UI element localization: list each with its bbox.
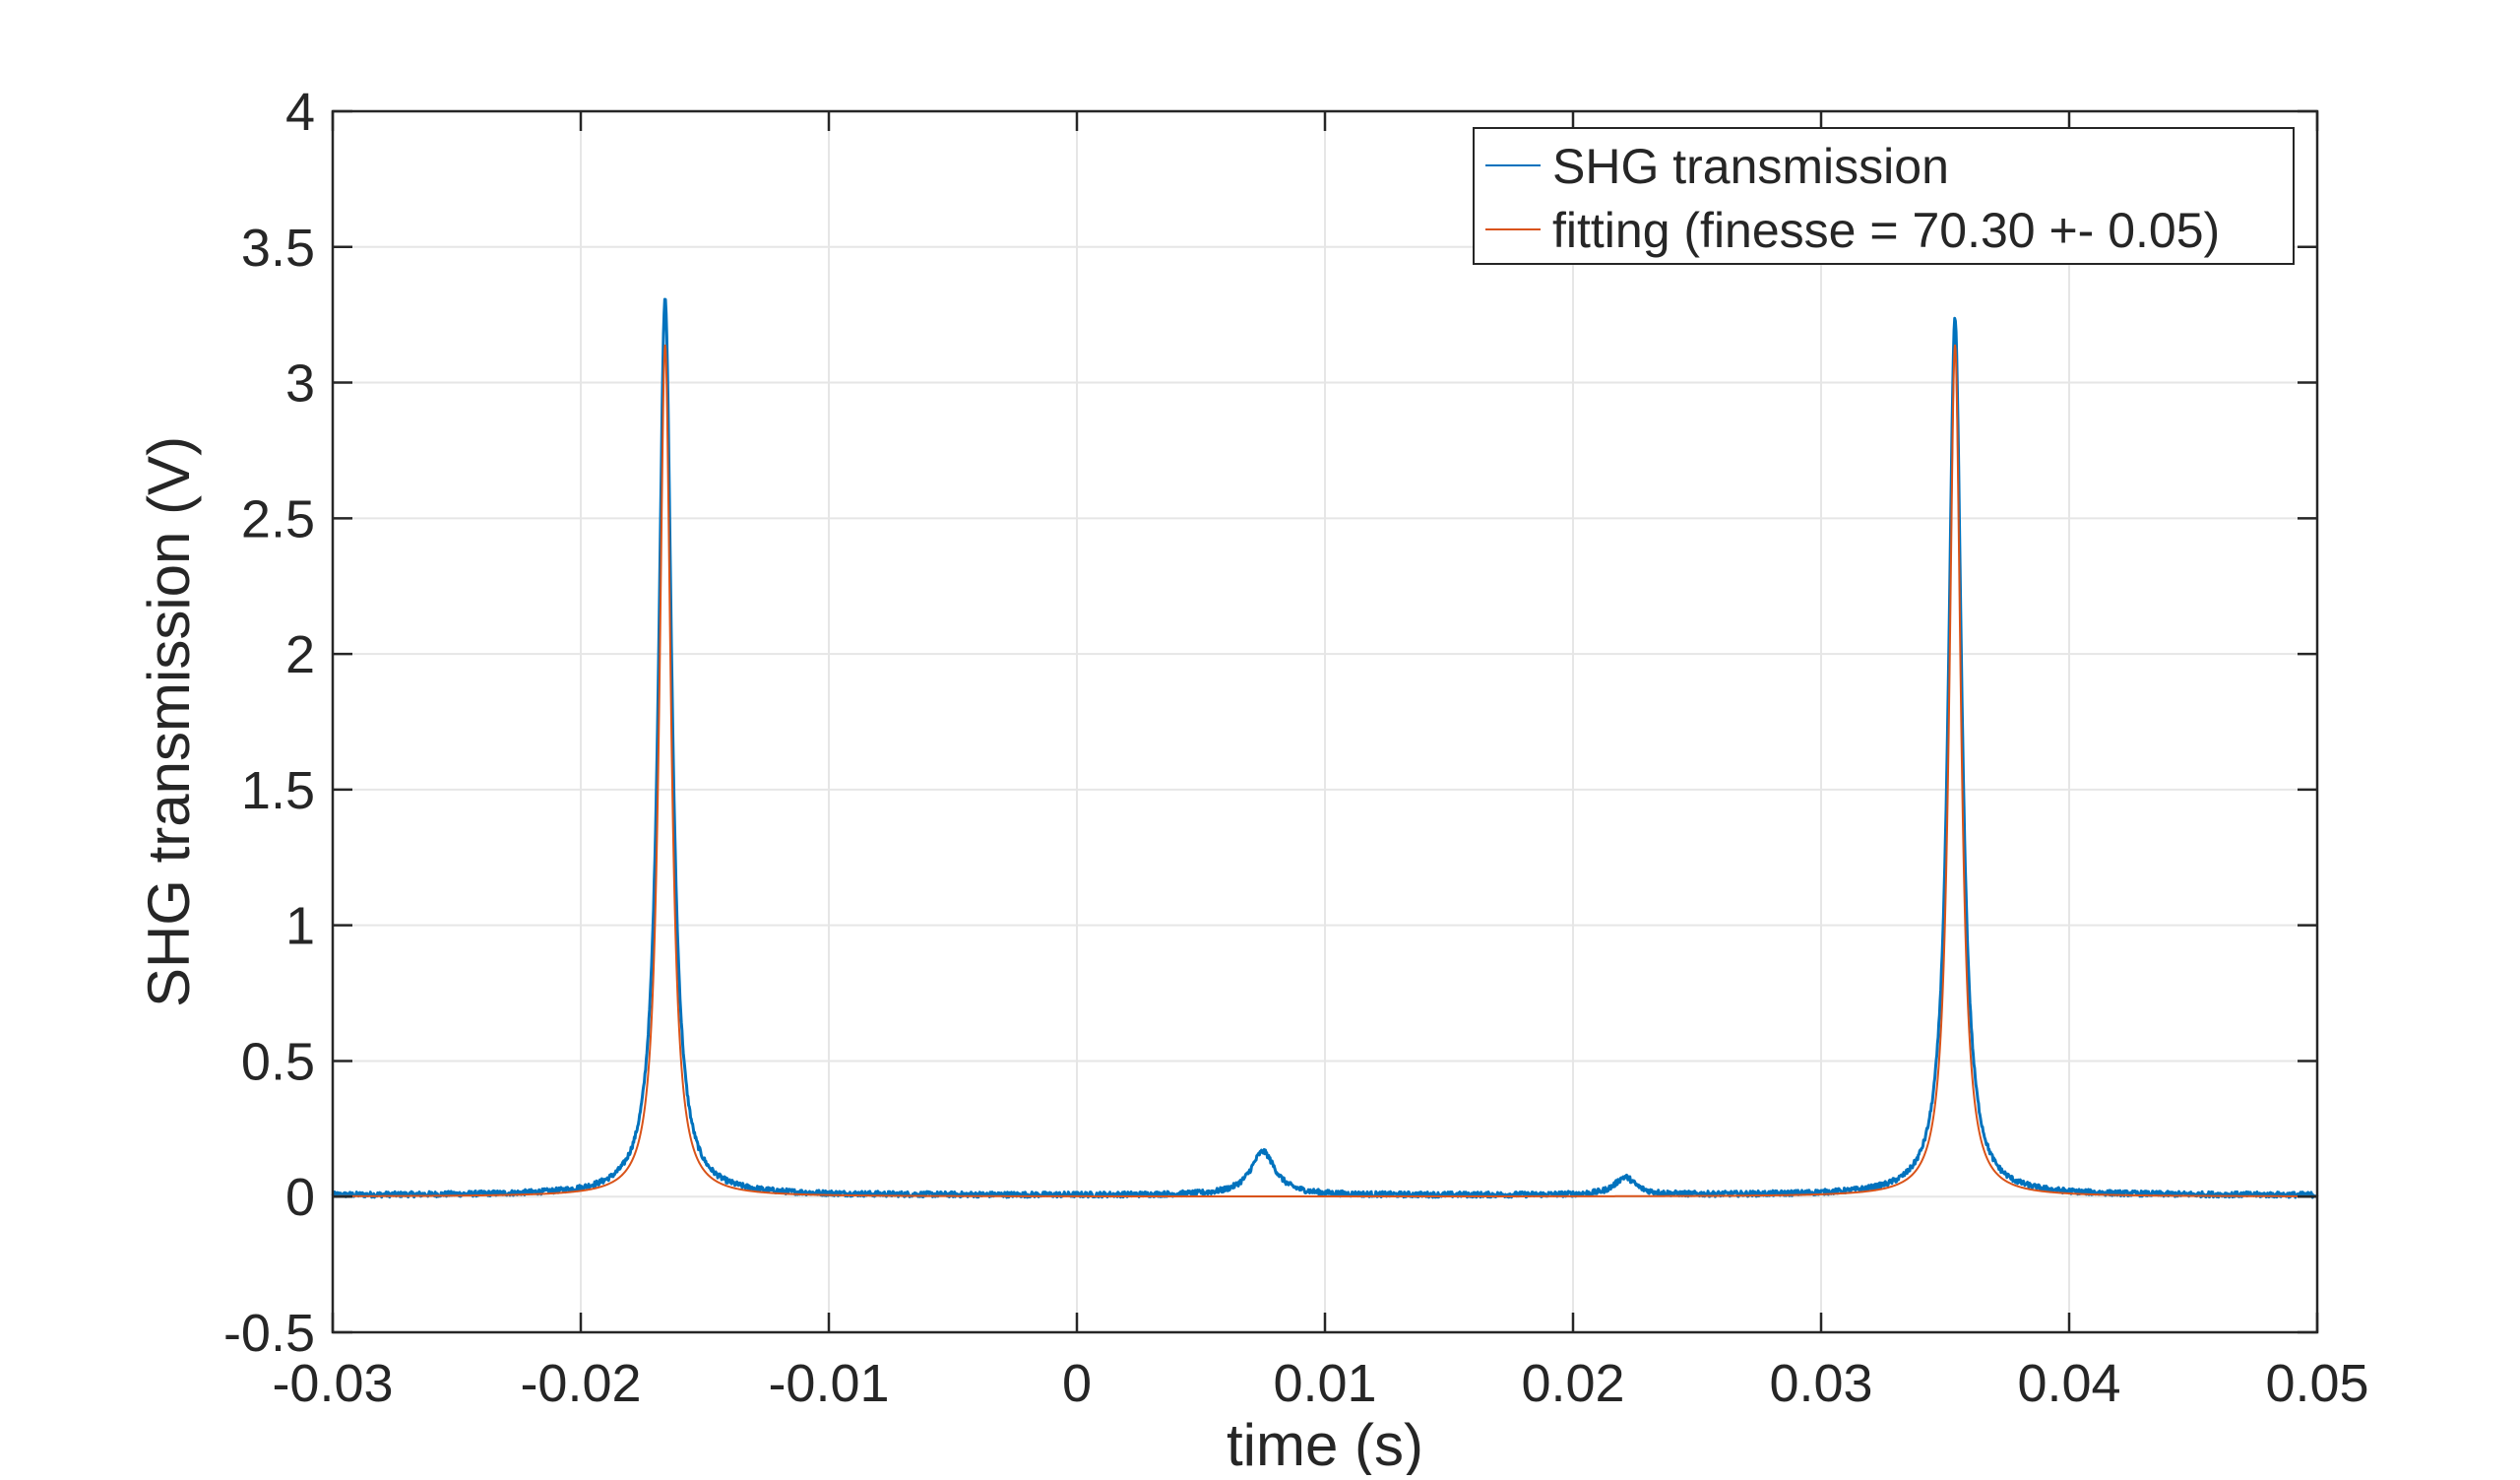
x-tick-label: 0.03	[1769, 1354, 1872, 1413]
y-tick-label: 2.5	[241, 489, 315, 548]
x-tick-label: 0.04	[2017, 1354, 2120, 1413]
grid	[333, 111, 2317, 1332]
y-tick-label: 0.5	[241, 1032, 315, 1091]
y-tick-label: 1.5	[241, 761, 315, 820]
ticks	[331, 109, 2319, 1334]
y-tick-label: 1	[285, 897, 315, 956]
legend-label-fitting: fitting (finesse = 70.30 +- 0.05)	[1552, 203, 2220, 258]
y-tick-label: -0.5	[223, 1304, 315, 1363]
x-axis-label: time (s)	[1227, 1412, 1423, 1475]
legend-box	[1473, 127, 2295, 265]
series-line-shg-transmission	[331, 297, 2319, 1199]
y-tick-label: 3.5	[241, 219, 315, 278]
series-line-fitting	[333, 344, 2317, 1198]
y-tick-label: 3	[285, 354, 315, 414]
y-tick-label: 2	[285, 625, 315, 684]
legend: SHG transmission fitting (finesse = 70.3…	[1473, 127, 2295, 265]
x-tick-label: -0.01	[768, 1354, 889, 1413]
x-tick-label: 0.02	[1521, 1354, 1624, 1413]
legend-label-shg: SHG transmission	[1552, 139, 1949, 194]
x-tick-label: 0	[1062, 1354, 1092, 1413]
y-tick-label: 4	[285, 83, 315, 142]
x-tick-label: -0.03	[272, 1354, 393, 1413]
x-tick-label: 0.05	[2265, 1354, 2368, 1413]
tick-labels: -0.03 -0.02 -0.01 0 0.01 0.02 0.03 0.04 0.05 -0.5…	[223, 83, 2369, 1413]
x-tick-label: 0.01	[1273, 1354, 1376, 1413]
plot-area	[331, 297, 2319, 1199]
x-tick-label: -0.02	[520, 1354, 641, 1413]
y-axis-label: SHG transmission (V)	[136, 436, 202, 1007]
y-tick-label: 0	[285, 1168, 315, 1227]
